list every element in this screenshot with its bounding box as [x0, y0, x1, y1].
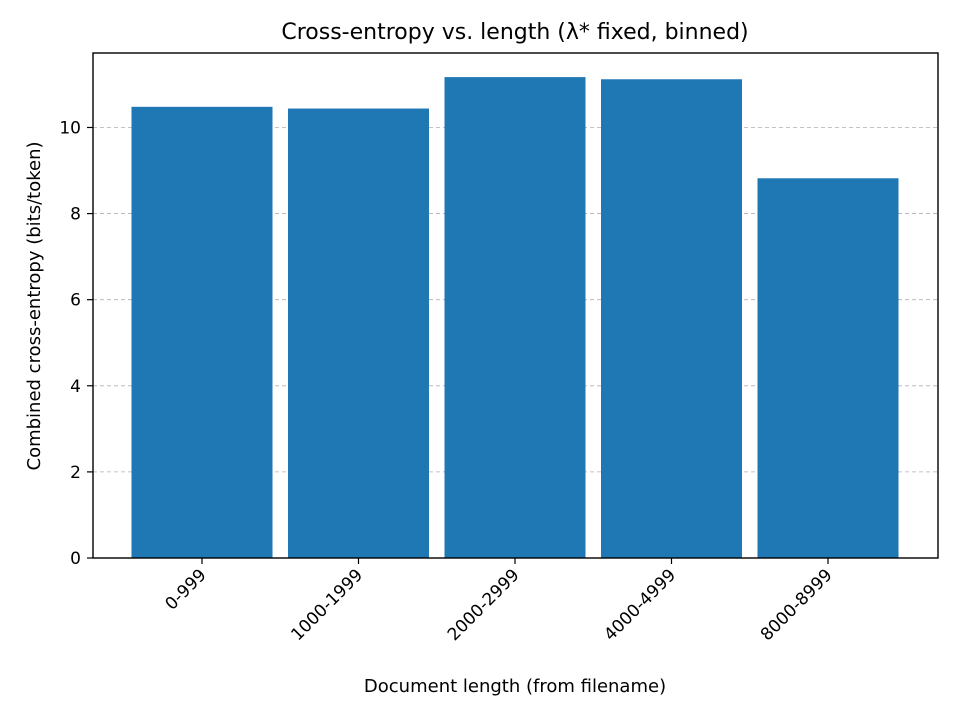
y-tick-label: 0 [70, 549, 81, 569]
y-tick-label: 6 [70, 291, 81, 311]
bar-4000-4999 [601, 79, 742, 558]
y-tick-label: 10 [59, 118, 81, 138]
x-tick-label: 0-999 [161, 565, 210, 614]
y-tick-label: 4 [70, 377, 81, 397]
x-tick-label: 4000-4999 [600, 565, 680, 645]
bars [131, 77, 899, 559]
x-tick-label: 1000-1999 [287, 565, 367, 645]
y-tick-label: 2 [70, 463, 81, 483]
x-tick-label: 2000-2999 [444, 565, 524, 645]
bar-0-999 [131, 106, 273, 558]
x-tick-label: 8000-8999 [757, 565, 837, 645]
chart-title: Cross-entropy vs. length (λ* fixed, binn… [281, 20, 748, 45]
y-axis-ticks: 0 2 4 6 8 10 [59, 118, 93, 569]
bar-2000-2999 [444, 77, 586, 558]
y-tick-label: 8 [70, 205, 81, 225]
bar-8000-8999 [757, 178, 899, 559]
bar-1000-1999 [288, 108, 429, 559]
x-axis-ticks: 0-999 1000-1999 2000-2999 4000-4999 8000-899… [161, 558, 837, 645]
x-axis-label: Document length (from filename) [364, 676, 666, 697]
y-axis-label: Combined cross-entropy (bits/token) [24, 141, 45, 470]
